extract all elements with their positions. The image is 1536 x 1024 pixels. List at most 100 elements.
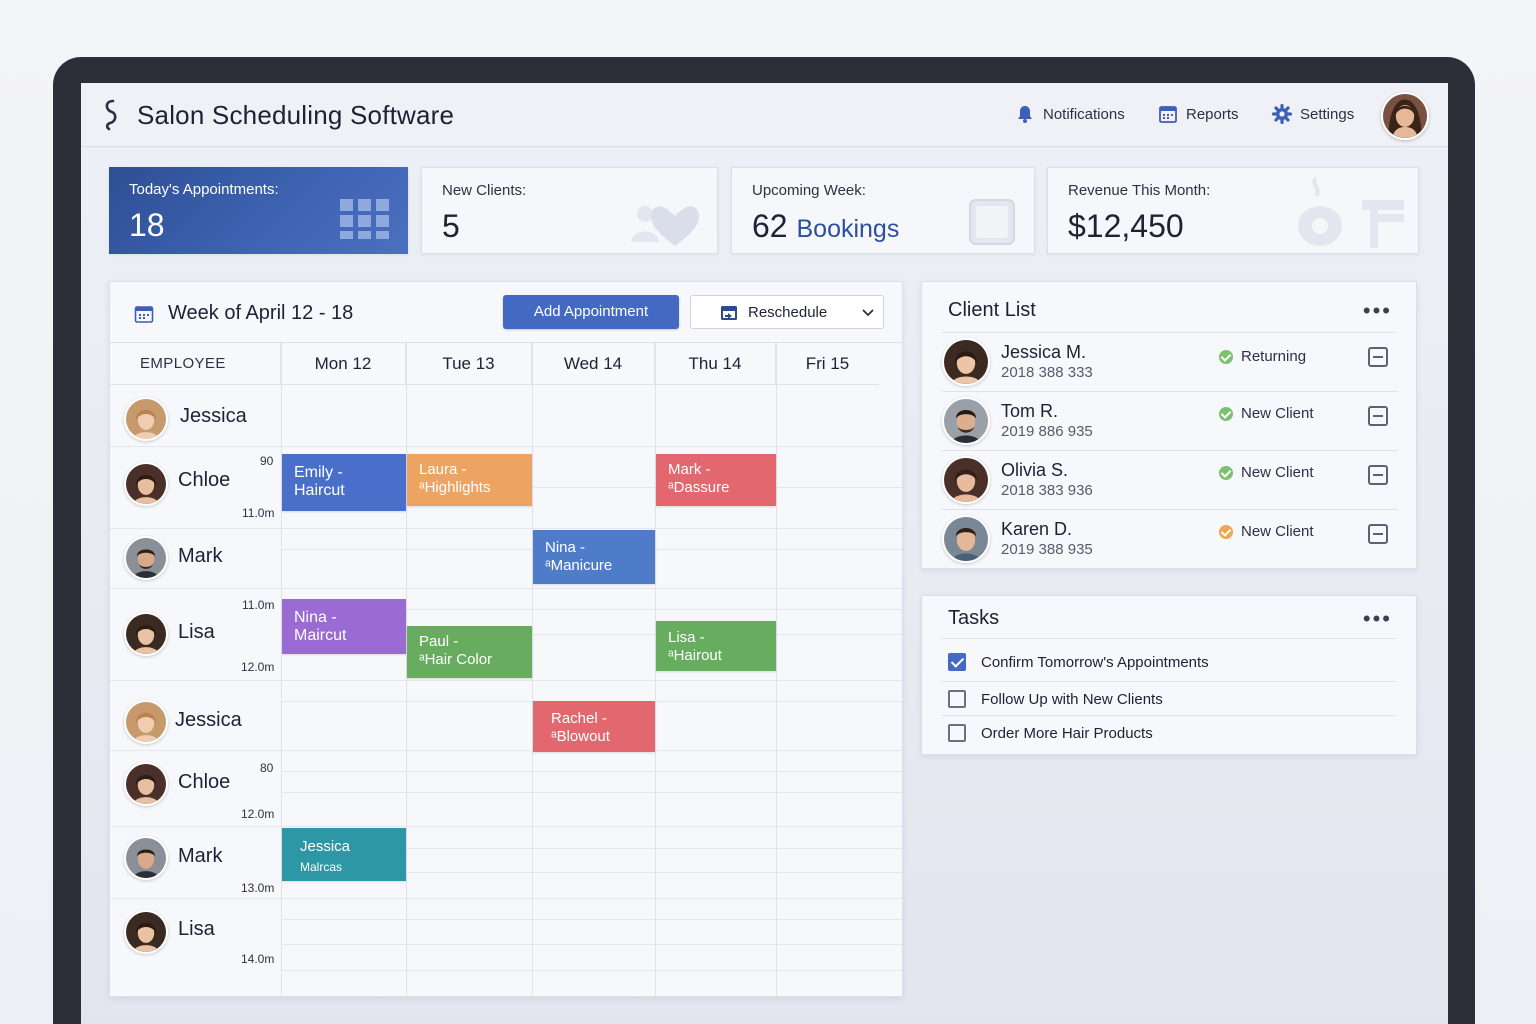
grid-line	[281, 872, 902, 873]
employee-row-lisa-2[interactable]: Lisa 14.0m	[110, 898, 281, 970]
appointment-block[interactable]: Emily - Haircut	[282, 454, 406, 511]
employee-name: Lisa	[178, 621, 215, 643]
grid-line	[281, 446, 902, 447]
grid-line	[281, 487, 902, 488]
client-row[interactable]: Olivia S. 2018 383 936 New Client	[942, 451, 1398, 510]
employee-row-mark-2[interactable]: Mark 13.0m	[110, 826, 281, 898]
employee-row-divider	[110, 588, 281, 589]
calendar-report-icon	[1159, 106, 1177, 123]
week-title: Week of April 12 - 18	[168, 302, 354, 324]
gear-icon	[1272, 104, 1292, 124]
task-item[interactable]: Confirm Tomorrow's Appointments	[948, 645, 1398, 679]
stat-label: Revenue This Month:	[1068, 182, 1211, 199]
client-avatar	[942, 397, 990, 445]
appointment-block[interactable]: Paul - ᵃHair Color	[407, 626, 532, 678]
employee-avatar	[124, 762, 168, 806]
stat-card-today-appointments: Today's Appointments: 18	[109, 167, 408, 254]
employee-avatar	[124, 700, 168, 744]
grid-line	[281, 792, 902, 793]
status-check-icon	[1219, 465, 1233, 480]
coffee-icon	[1298, 176, 1404, 248]
employee-row-divider	[110, 446, 281, 447]
reschedule-label: Reschedule	[748, 304, 828, 321]
schedule-toolbar: Week of April 12 - 18 Add Appointment Re…	[110, 282, 902, 343]
employee-row-jessica[interactable]: Jessica	[110, 385, 281, 446]
time-label: 80	[260, 761, 274, 775]
divider	[942, 332, 1396, 333]
task-checkbox[interactable]	[948, 690, 966, 708]
employee-row-divider	[110, 750, 281, 751]
appointment-block[interactable]: Nina - Maircut	[282, 599, 406, 654]
notifications-link[interactable]: Notifications	[1015, 104, 1125, 124]
more-options-icon[interactable]: •••	[1362, 606, 1392, 631]
time-label: 12.0m	[241, 807, 275, 821]
salon-logo-icon	[105, 99, 117, 131]
tasks-title: Tasks	[948, 607, 1000, 629]
stat-value: 18	[129, 207, 165, 243]
task-checkbox[interactable]	[948, 724, 966, 742]
appointment-block[interactable]: Laura - ᵃHighlights	[407, 454, 532, 506]
grid-line	[281, 848, 902, 849]
client-list-panel: Client List ••• Jessica M. 2018 388 333 …	[921, 281, 1417, 569]
collapse-icon[interactable]	[1368, 347, 1388, 367]
appointment-block[interactable]: Mark - ᵃDassure	[656, 454, 776, 506]
top-bar: Salon Scheduling Software Notifications …	[81, 83, 1448, 147]
client-avatar	[942, 515, 990, 563]
stat-value: 62 Bookings	[752, 208, 900, 244]
task-item[interactable]: Order More Hair Products	[948, 716, 1398, 750]
appointment-block[interactable]: Rachel - ᵃBlowout	[533, 701, 655, 752]
user-avatar[interactable]	[1381, 92, 1429, 140]
employee-avatar	[124, 397, 168, 441]
client-phone: 2018 388 333	[1001, 364, 1093, 381]
client-name: Olivia S.	[1001, 460, 1069, 480]
employee-row-mark[interactable]: Mark	[110, 528, 281, 588]
settings-link[interactable]: Settings	[1272, 104, 1354, 124]
column-header-mon[interactable]: Mon 12	[281, 343, 406, 385]
grid-divider	[776, 343, 777, 996]
employee-avatar	[124, 612, 168, 656]
appointment-block[interactable]: Lisa - ᵃHairout	[656, 621, 776, 671]
divider	[942, 681, 1396, 682]
employee-row-lisa[interactable]: Lisa 11.0m 12.0m	[110, 588, 281, 680]
column-header-wed[interactable]: Wed 14	[532, 343, 655, 385]
status-check-icon	[1219, 524, 1233, 539]
employee-row-divider	[110, 528, 281, 529]
employee-name: Mark	[178, 845, 223, 867]
task-item[interactable]: Follow Up with New Clients	[948, 682, 1398, 716]
client-name: Jessica M.	[1001, 342, 1087, 362]
column-header-fri[interactable]: Fri 15	[776, 343, 879, 385]
column-header-employee: EMPLOYEE	[110, 343, 281, 385]
employee-avatar	[124, 536, 168, 580]
settings-label: Settings	[1300, 105, 1355, 123]
collapse-icon[interactable]	[1368, 406, 1388, 426]
client-row[interactable]: Karen D. 2019 388 935 New Client	[942, 510, 1398, 569]
appointment-block[interactable]: Nina - ᵃManicure	[533, 530, 655, 584]
status-check-icon	[1219, 349, 1233, 364]
time-label: 11.0m	[242, 506, 275, 520]
divider	[942, 715, 1396, 716]
column-header-tue[interactable]: Tue 13	[406, 343, 532, 385]
reports-link[interactable]: Reports	[1158, 104, 1239, 124]
employee-row-chloe[interactable]: Chloe 90 11.0m	[110, 446, 281, 528]
collapse-icon[interactable]	[1368, 465, 1388, 485]
grid-line	[281, 898, 902, 899]
column-header-thu[interactable]: Thu 14	[655, 343, 776, 385]
add-appointment-button[interactable]: Add Appointment	[503, 295, 679, 329]
employee-row-chloe-2[interactable]: Chloe 80 12.0m	[110, 750, 281, 826]
client-status: New Client	[1219, 464, 1314, 481]
client-list-title: Client List	[948, 299, 1036, 321]
appointment-block[interactable]: Jessica Malrcas	[282, 828, 406, 881]
client-row[interactable]: Jessica M. 2018 388 333 Returning	[942, 333, 1398, 392]
time-label: 90	[260, 454, 274, 468]
task-checkbox[interactable]	[948, 653, 966, 671]
reschedule-dropdown[interactable]: Reschedule	[690, 295, 884, 329]
collapse-icon[interactable]	[1368, 524, 1388, 544]
more-options-icon[interactable]: •••	[1362, 298, 1392, 323]
status-check-icon	[1219, 406, 1233, 421]
client-name: Tom R.	[1001, 401, 1059, 421]
client-row[interactable]: Tom R. 2019 886 935 New Client	[942, 392, 1398, 451]
client-status: New Client	[1219, 405, 1314, 422]
grid-line	[281, 634, 902, 635]
grid-divider	[406, 343, 407, 996]
employee-row-jessica-2[interactable]: Jessica	[110, 680, 281, 750]
